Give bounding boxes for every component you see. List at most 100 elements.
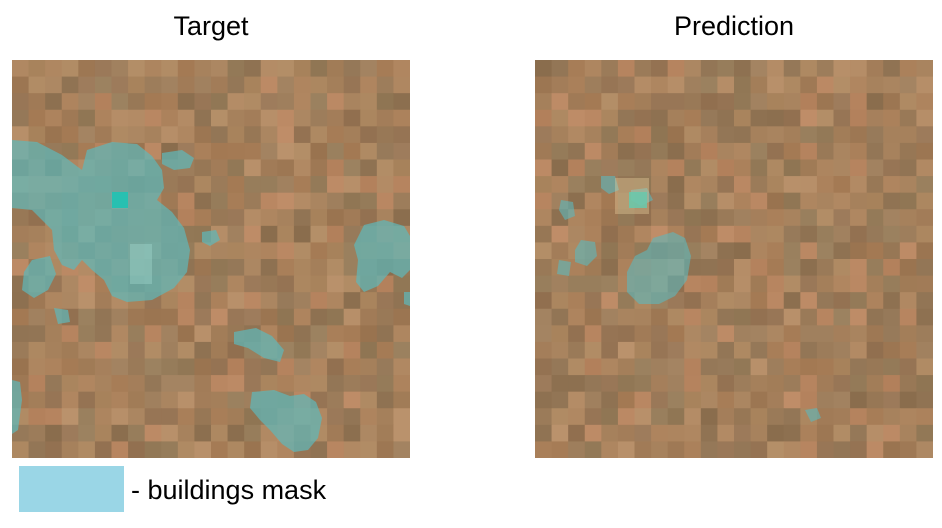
image-pixel xyxy=(866,292,884,310)
image-pixel xyxy=(310,375,328,393)
image-pixel xyxy=(177,109,196,127)
image-pixel xyxy=(177,341,196,360)
image-pixel xyxy=(850,142,868,161)
image-pixel xyxy=(750,308,768,326)
image-pixel xyxy=(244,76,262,94)
image-pixel xyxy=(144,126,162,144)
image-pixel xyxy=(327,93,345,111)
image-pixel xyxy=(260,192,278,210)
image-pixel xyxy=(144,424,162,443)
image-pixel xyxy=(800,142,818,161)
image-pixel xyxy=(128,441,146,458)
image-pixel xyxy=(651,126,669,144)
image-pixel xyxy=(783,424,801,443)
image-pixel xyxy=(899,391,918,409)
image-pixel xyxy=(783,225,801,244)
image-pixel xyxy=(177,292,196,310)
image-pixel xyxy=(717,142,735,161)
image-pixel xyxy=(568,391,586,409)
image-pixel xyxy=(260,176,278,194)
image-pixel xyxy=(343,424,361,443)
image-pixel xyxy=(227,275,245,293)
image-pixel xyxy=(376,341,395,360)
image-pixel xyxy=(783,209,801,227)
image-pixel xyxy=(78,109,96,127)
image-pixel xyxy=(343,142,361,161)
image-pixel xyxy=(700,275,719,293)
image-pixel xyxy=(45,441,63,458)
image-pixel xyxy=(45,76,63,94)
image-pixel xyxy=(28,391,46,409)
image-pixel xyxy=(584,375,602,393)
image-pixel xyxy=(850,341,868,360)
image-pixel xyxy=(244,209,262,227)
image-pixel xyxy=(277,308,295,326)
image-pixel xyxy=(360,408,378,426)
image-pixel xyxy=(717,358,735,376)
image-pixel xyxy=(327,209,345,227)
image-pixel xyxy=(61,93,79,111)
image-pixel xyxy=(277,325,295,343)
image-pixel xyxy=(161,192,179,210)
image-pixel xyxy=(194,259,212,277)
image-pixel xyxy=(260,358,278,376)
image-pixel xyxy=(767,259,785,277)
image-pixel xyxy=(850,375,868,393)
image-pixel xyxy=(12,441,30,458)
image-pixel xyxy=(376,93,395,111)
image-pixel xyxy=(667,76,685,94)
image-pixel xyxy=(899,192,918,210)
mask-region xyxy=(627,232,691,304)
image-pixel xyxy=(293,308,312,326)
image-pixel xyxy=(161,60,179,78)
image-pixel xyxy=(883,292,901,310)
image-pixel xyxy=(293,176,312,194)
image-pixel xyxy=(601,159,619,177)
image-pixel xyxy=(194,358,212,376)
image-pixel xyxy=(767,341,785,360)
image-pixel xyxy=(667,126,685,144)
image-pixel xyxy=(833,76,851,94)
image-pixel xyxy=(833,109,851,127)
image-pixel xyxy=(833,375,851,393)
image-pixel xyxy=(327,76,345,94)
image-pixel xyxy=(601,308,619,326)
legend-swatch xyxy=(19,466,124,512)
image-pixel xyxy=(750,225,768,244)
image-pixel xyxy=(767,192,785,210)
image-pixel xyxy=(161,126,179,144)
image-pixel xyxy=(883,109,901,127)
image-pixel xyxy=(61,142,79,161)
image-pixel xyxy=(717,259,735,277)
image-pixel xyxy=(584,159,602,177)
image-pixel xyxy=(28,308,46,326)
image-pixel xyxy=(144,441,162,458)
image-pixel xyxy=(310,292,328,310)
image-pixel xyxy=(617,308,636,326)
mask-region xyxy=(22,256,56,298)
image-pixel xyxy=(783,159,801,177)
image-pixel xyxy=(883,308,901,326)
image-pixel xyxy=(327,142,345,161)
image-pixel xyxy=(343,225,361,244)
image-pixel xyxy=(684,424,702,443)
image-pixel xyxy=(601,375,619,393)
image-pixel xyxy=(734,76,752,94)
image-pixel xyxy=(227,126,245,144)
image-pixel xyxy=(816,375,835,393)
image-pixel xyxy=(850,391,868,409)
image-pixel xyxy=(61,126,79,144)
image-pixel xyxy=(684,408,702,426)
image-pixel xyxy=(393,408,410,426)
image-pixel xyxy=(651,391,669,409)
image-pixel xyxy=(783,142,801,161)
image-pixel xyxy=(866,259,884,277)
image-pixel xyxy=(750,424,768,443)
image-pixel xyxy=(783,192,801,210)
image-pixel xyxy=(916,341,933,360)
image-pixel xyxy=(684,60,702,78)
image-pixel xyxy=(601,275,619,293)
image-pixel xyxy=(144,375,162,393)
image-pixel xyxy=(343,126,361,144)
image-pixel xyxy=(177,391,196,409)
